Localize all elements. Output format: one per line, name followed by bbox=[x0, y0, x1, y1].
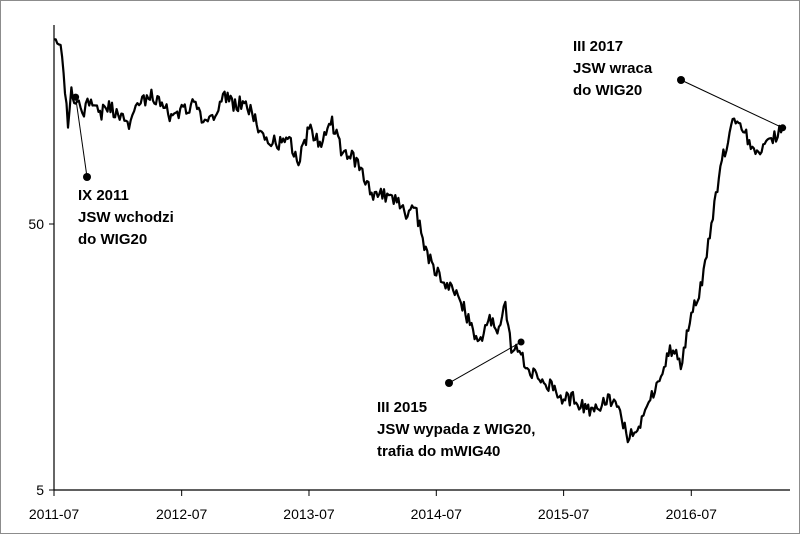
annotation-anchor-dot bbox=[83, 173, 91, 181]
x-tick-label: 2011-07 bbox=[29, 506, 80, 522]
y-tick-label: 5 bbox=[36, 482, 44, 498]
annotation-leader-line bbox=[448, 341, 522, 384]
annotation-text: JSW wypada z WIG20, bbox=[377, 421, 535, 438]
annotation-leader-line bbox=[680, 79, 783, 129]
annotation-leader-line bbox=[75, 97, 88, 178]
y-tick-label: 50 bbox=[28, 216, 44, 232]
annotation-text: III 2015 bbox=[377, 399, 427, 416]
annotation-event-dot bbox=[779, 124, 787, 132]
annotation-text: III 2017 bbox=[573, 38, 623, 55]
annotation-text: trafia do mWIG40 bbox=[377, 443, 500, 460]
x-tick-label: 2013-07 bbox=[283, 506, 335, 522]
annotation-anchor-dot bbox=[445, 379, 453, 387]
annotation-anchor-dot bbox=[677, 76, 685, 84]
axes: 5 50 2011-07 2012-07 2013-07 2014-07 2015-07 20… bbox=[28, 25, 790, 522]
price-line bbox=[53, 38, 784, 444]
annotation-text: do WIG20 bbox=[573, 82, 642, 99]
x-tick-label: 2012-07 bbox=[156, 506, 208, 522]
annotation-text: JSW wchodzi bbox=[78, 209, 174, 226]
annotation-text: do WIG20 bbox=[78, 231, 147, 248]
annotation-event-dot bbox=[72, 93, 80, 101]
annotations-layer: IX 2011 JSW wchodzi do WIG20 III 2015 JSW wy… bbox=[72, 38, 787, 460]
x-tick-label: 2015-07 bbox=[538, 506, 590, 522]
x-tick-label: 2014-07 bbox=[411, 506, 463, 522]
annotation-event-dot bbox=[517, 338, 525, 346]
annotation-text: IX 2011 bbox=[78, 187, 129, 204]
series-layer bbox=[53, 38, 784, 444]
annotation-text: JSW wraca bbox=[573, 60, 653, 77]
x-tick-label: 2016-07 bbox=[666, 506, 718, 522]
